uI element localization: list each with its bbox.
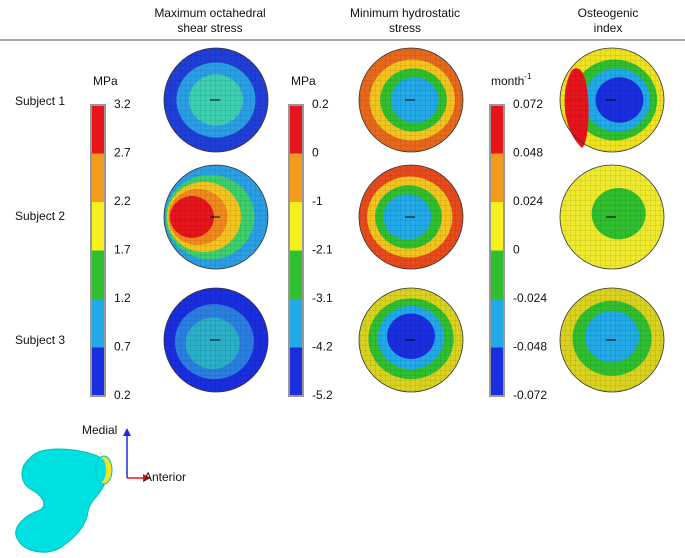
arrow-head: [143, 474, 151, 482]
colorbar-tick-label: 0: [312, 146, 319, 160]
colorbar-tick-label: 0.024: [513, 194, 543, 208]
colorbar-tick-label: -5.2: [312, 388, 333, 402]
column-header: shear stress: [177, 21, 242, 35]
colorbar-tick-label: 0.2: [312, 97, 329, 111]
colorbar-tick-label: 1.2: [114, 291, 131, 305]
colorbar-tick-label: -1: [312, 194, 323, 208]
colorbar-band: [490, 250, 504, 299]
colorbar-tick-label: 3.2: [114, 97, 131, 111]
colorbar-band: [289, 250, 303, 299]
column-header: stress: [389, 21, 421, 35]
column-header: Maximum octahedral: [154, 6, 265, 20]
colorbar-tick-label: 1.7: [114, 243, 131, 257]
colorbar-tick-label: 2.2: [114, 194, 131, 208]
colorbar-band: [91, 153, 105, 202]
colorbar-band: [289, 299, 303, 348]
colorbar-band: [91, 347, 105, 396]
row-label: Subject 2: [15, 209, 65, 223]
colorbar-tick-label: 0.2: [114, 388, 131, 402]
colorbar-frame: [489, 104, 505, 397]
arrow-head: [123, 428, 131, 436]
colorbar-tick-label: -4.2: [312, 340, 333, 354]
row-label: Subject 1: [15, 94, 65, 108]
colorbar-band: [91, 202, 105, 251]
unit-base: month: [491, 74, 524, 88]
colorbar-band: [289, 202, 303, 251]
contour-plot: [163, 47, 269, 153]
colorbar-tick-label: -0.048: [513, 340, 547, 354]
colorbar-band: [289, 105, 303, 154]
contour-plot: [358, 47, 464, 153]
colorbar-band: [490, 202, 504, 251]
colorbar-band: [490, 105, 504, 154]
orientation-label: Medial: [82, 423, 117, 437]
contour-plot: [358, 164, 464, 270]
colorbar-tick-label: 0.072: [513, 97, 543, 111]
column-header: index: [594, 21, 623, 35]
colorbar-band: [91, 299, 105, 348]
colorbar-tick-label: -2.1: [312, 243, 333, 257]
contour-plot: [559, 164, 665, 270]
colorbar-tick-label: 0: [513, 243, 520, 257]
contour-plot: [358, 287, 464, 393]
colorbar-band: [289, 153, 303, 202]
colorbar-tick-label: 0.048: [513, 146, 543, 160]
colorbar-unit: month-1: [491, 72, 532, 88]
column-header: Osteogenic: [578, 6, 639, 20]
colorbar-tick-label: -0.072: [513, 388, 547, 402]
contour-plot: [559, 47, 665, 153]
colorbar-band: [490, 347, 504, 396]
unit-superscript: -1: [524, 72, 532, 81]
orientation-label: Anterior: [144, 470, 186, 484]
colorbar-band: [91, 250, 105, 299]
colorbar-frame: [90, 104, 106, 397]
colorbar-band: [490, 299, 504, 348]
row-label: Subject 3: [15, 333, 65, 347]
contour-plot: [163, 164, 269, 270]
colorbar-unit: MPa: [291, 74, 316, 88]
bone-inset: [15, 448, 113, 553]
contour-plot: [559, 287, 665, 393]
colorbar-tick-label: -3.1: [312, 291, 333, 305]
colorbar-band: [289, 347, 303, 396]
colorbar-tick-label: 0.7: [114, 340, 131, 354]
column-header: Minimum hydrostatic: [350, 6, 460, 20]
colorbar-tick-label: 2.7: [114, 146, 131, 160]
colorbar-band: [91, 105, 105, 154]
colorbar-unit: MPa: [93, 74, 118, 88]
contour-plot: [163, 287, 269, 393]
colorbar-band: [490, 153, 504, 202]
colorbar-frame: [288, 104, 304, 397]
colorbar-tick-label: -0.024: [513, 291, 547, 305]
